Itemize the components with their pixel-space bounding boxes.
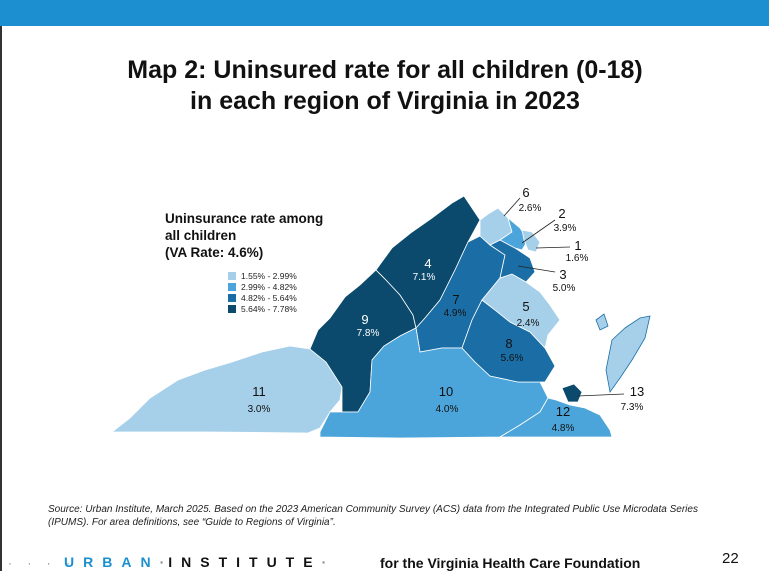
region-11-id: 11 <box>252 384 266 399</box>
page-title: Map 2: Uninsured rate for all children (… <box>60 55 710 117</box>
leader-6 <box>503 197 521 217</box>
legend-item: 2.99% - 4.82% <box>228 281 297 292</box>
region-2-id: 2 <box>558 206 565 221</box>
region-labels: 6 2.6% 2 3.9% 1 1.6% 3 5.0% 4 7.1% 5 2.4… <box>248 185 645 434</box>
legend-title-line-2: all children <box>165 228 237 243</box>
legend-item: 4.82% - 5.64% <box>228 292 297 303</box>
leader-1 <box>535 246 571 249</box>
region-13 <box>561 383 583 403</box>
brand-logo: URBAN·INSTITUTE· <box>64 554 331 570</box>
brand-urban: URBAN <box>64 554 160 570</box>
region-10-rate: 4.0% <box>436 404 459 415</box>
region-4-id: 4 <box>424 256 431 271</box>
region-13-id: 13 <box>630 384 644 399</box>
footer-tagline: for the Virginia Health Care Foundation <box>380 555 641 571</box>
eastern-shore-tip <box>595 313 609 331</box>
region-2 <box>499 216 529 251</box>
region-1-id: 1 <box>574 238 581 253</box>
region-7-id: 7 <box>452 292 459 307</box>
top-accent-bar <box>0 0 769 26</box>
legend-label: 5.64% - 7.78% <box>241 303 297 314</box>
region-7-rate: 4.9% <box>444 308 467 319</box>
page-number: 22 <box>722 550 739 567</box>
legend-item: 1.55% - 2.99% <box>228 270 297 281</box>
legend-swatch <box>228 304 236 313</box>
title-line-1: Map 2: Uninsured rate for all children (… <box>127 56 643 84</box>
region-2-rate: 3.9% <box>554 223 577 234</box>
leader-13 <box>577 393 625 397</box>
footer-dots: · · · · <box>8 556 76 570</box>
legend-swatch <box>228 282 236 291</box>
region-4-rate: 7.1% <box>413 272 436 283</box>
region-12 <box>498 397 613 438</box>
region-13-rate: 7.3% <box>621 402 644 413</box>
region-11 <box>110 345 343 434</box>
map-legend: 1.55% - 2.99% 2.99% - 4.82% 4.82% - 5.64… <box>228 270 297 314</box>
leader-2 <box>521 219 556 244</box>
eastern-shore <box>605 315 651 394</box>
legend-title: Uninsurance rate among all children (VA … <box>165 210 323 261</box>
region-12-id: 12 <box>556 404 570 419</box>
region-8-rate: 5.6% <box>501 353 524 364</box>
region-6-rate: 2.6% <box>519 203 542 214</box>
legend-swatch <box>228 293 236 302</box>
legend-label: 4.82% - 5.64% <box>241 292 297 303</box>
source-note: Source: Urban Institute, March 2025. Bas… <box>48 504 698 528</box>
legend-item: 5.64% - 7.78% <box>228 303 297 314</box>
region-5-id: 5 <box>522 299 529 314</box>
region-11-rate: 3.0% <box>248 404 271 415</box>
left-border <box>0 26 2 571</box>
region-5-rate: 2.4% <box>517 318 540 329</box>
legend-swatch <box>228 271 236 280</box>
label-leaders <box>503 197 625 397</box>
region-9-id: 9 <box>361 312 368 327</box>
region-6-id: 6 <box>522 185 529 200</box>
brand-institute: INSTITUTE <box>168 554 322 570</box>
region-10-id: 10 <box>439 384 453 399</box>
title-line-2: in each region of Virginia in 2023 <box>190 87 580 115</box>
leader-3 <box>517 265 556 273</box>
region-12-rate: 4.8% <box>552 423 575 434</box>
region-9-rate: 7.8% <box>357 328 380 339</box>
region-1-rate: 1.6% <box>566 253 589 264</box>
legend-title-line-3: (VA Rate: 4.6%) <box>165 245 264 260</box>
legend-label: 2.99% - 4.82% <box>241 281 297 292</box>
legend-title-line-1: Uninsurance rate among <box>165 211 324 226</box>
legend-label: 1.55% - 2.99% <box>241 270 297 281</box>
region-3-rate: 5.0% <box>553 283 576 294</box>
region-3-id: 3 <box>559 267 566 282</box>
region-8-id: 8 <box>505 336 512 351</box>
region-1 <box>521 229 541 253</box>
